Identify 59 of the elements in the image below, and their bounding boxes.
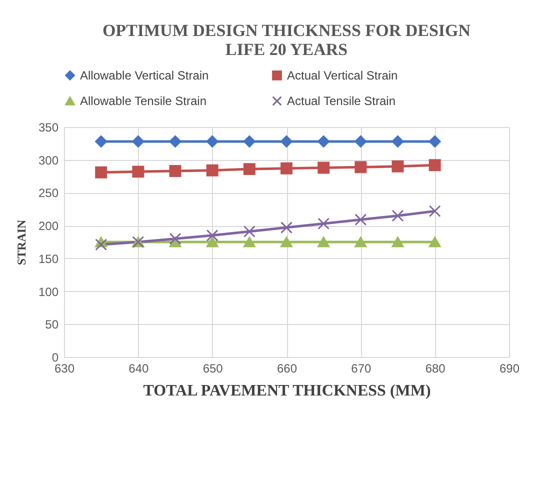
point bbox=[206, 236, 218, 248]
point bbox=[318, 135, 330, 148]
point bbox=[354, 214, 367, 226]
point bbox=[392, 160, 404, 172]
point bbox=[428, 205, 441, 218]
point bbox=[206, 135, 218, 148]
x-axis-title: TOTAL PAVEMENT THICKNESS (MM) bbox=[143, 382, 431, 400]
x-tick-label: 630 bbox=[54, 362, 75, 376]
point bbox=[318, 236, 330, 248]
x-tick-label: 680 bbox=[425, 362, 446, 376]
y-axis-title: STRAIN bbox=[14, 220, 28, 266]
point bbox=[318, 162, 330, 174]
point bbox=[428, 236, 441, 248]
point bbox=[132, 166, 144, 178]
point bbox=[95, 238, 108, 251]
text: LIFE 20 YEARS bbox=[225, 40, 348, 59]
point bbox=[206, 229, 218, 242]
point bbox=[95, 166, 108, 178]
point bbox=[280, 162, 292, 174]
text: OPTIMUM DESIGN THICKNESS FOR DESIGN bbox=[102, 21, 471, 40]
legend-label: Actual Tensile Strain bbox=[287, 94, 396, 108]
x-tick-label: 640 bbox=[128, 362, 149, 376]
point bbox=[243, 236, 256, 248]
y-tick-label: 50 bbox=[45, 318, 59, 332]
point bbox=[169, 165, 182, 178]
point bbox=[280, 236, 292, 248]
point bbox=[354, 135, 367, 148]
y-tick-label: 300 bbox=[38, 153, 59, 168]
y-tick-label: 100 bbox=[38, 284, 59, 299]
x-tick-label: 670 bbox=[351, 362, 372, 376]
point bbox=[95, 135, 108, 148]
legend-label: Actual Vertical Strain bbox=[287, 68, 398, 82]
point bbox=[280, 222, 292, 234]
y-tick-label: 200 bbox=[38, 219, 59, 234]
point bbox=[243, 225, 256, 238]
point bbox=[206, 164, 218, 176]
point bbox=[392, 210, 404, 222]
point bbox=[169, 135, 182, 148]
point bbox=[132, 135, 144, 148]
point bbox=[318, 218, 330, 230]
legend-label: Allowable Vertical Strain bbox=[80, 68, 209, 82]
point bbox=[169, 232, 182, 245]
x-tick-label: 650 bbox=[202, 362, 224, 376]
point bbox=[243, 163, 256, 176]
y-tick-label: 150 bbox=[38, 252, 59, 266]
point bbox=[392, 236, 404, 248]
y-tick-label: 250 bbox=[38, 186, 59, 200]
point bbox=[428, 159, 441, 172]
point bbox=[280, 135, 292, 148]
point bbox=[354, 236, 367, 248]
point bbox=[392, 135, 404, 148]
y-tick-label: 350 bbox=[38, 120, 59, 134]
point bbox=[243, 135, 256, 148]
point bbox=[354, 161, 367, 174]
y-tick-label: 0 bbox=[52, 350, 59, 364]
legend-label: Allowable Tensile Strain bbox=[80, 94, 207, 108]
x-tick-label: 690 bbox=[499, 362, 520, 376]
point bbox=[428, 135, 441, 148]
x-tick-label: 660 bbox=[276, 362, 298, 376]
